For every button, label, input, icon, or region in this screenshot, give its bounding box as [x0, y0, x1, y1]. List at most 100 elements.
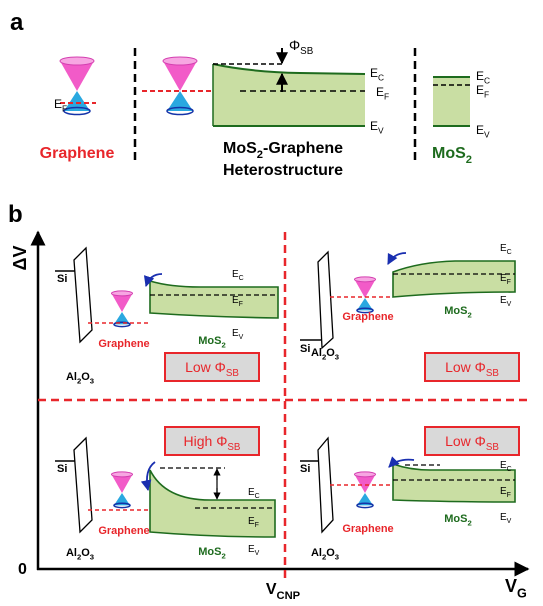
subscript: F	[507, 279, 511, 286]
text-part: Low Φ	[185, 359, 226, 375]
text-part: Al	[311, 347, 322, 359]
text-part: Al	[66, 547, 77, 559]
cone-top	[111, 291, 132, 296]
text-part: V	[505, 576, 517, 596]
subscript: 2	[467, 310, 471, 319]
subscript: C	[239, 275, 244, 282]
subscript: V	[484, 130, 490, 140]
oxide	[74, 248, 92, 342]
subscript: SB	[486, 368, 500, 379]
text-part: Al	[311, 547, 322, 559]
text-part: Low Φ	[445, 359, 486, 375]
mos2-label: MoS2	[198, 335, 226, 349]
subscript: 3	[90, 552, 94, 561]
text-part: E	[476, 69, 484, 83]
energy-label: EV	[370, 119, 384, 136]
material-title: MoS2	[432, 145, 472, 166]
subscript: V	[507, 518, 512, 525]
si-label: Si	[300, 343, 310, 355]
energy-label: EC	[232, 269, 244, 282]
mos2-label: MoS2	[444, 305, 472, 319]
oxide	[318, 252, 333, 348]
subscript: C	[507, 466, 512, 473]
text-part: Φ	[289, 37, 300, 53]
subscript: F	[239, 301, 243, 308]
subscript: F	[255, 522, 259, 529]
text-part: MoS	[198, 546, 221, 558]
band	[393, 261, 515, 297]
axis-label: VCNP	[266, 581, 301, 601]
cone-top	[60, 57, 94, 65]
energy-label: EV	[476, 123, 490, 140]
subscript: V	[239, 334, 244, 341]
graphene-label: Graphene	[342, 311, 393, 323]
subscript: C	[378, 73, 384, 83]
text-part: Low Φ	[445, 433, 486, 449]
axis-label: 0	[18, 561, 27, 578]
text-part: MoS	[444, 305, 467, 317]
oxide	[74, 438, 92, 532]
axis-label: VG	[505, 576, 527, 600]
text-part: -Graphene	[263, 140, 343, 157]
cone-top	[354, 277, 375, 282]
energy-label: EC	[248, 487, 260, 500]
subscript: F	[62, 104, 67, 114]
subscript: SB	[227, 442, 241, 453]
text-part: V	[266, 581, 277, 598]
text-part: MoS	[223, 140, 257, 157]
si-label: Si	[57, 463, 67, 475]
subscript: 3	[90, 376, 94, 385]
energy-label: EC	[500, 243, 512, 256]
graphene-label: Graphene	[98, 525, 149, 537]
electron-arrow	[388, 253, 406, 264]
energy-label: EV	[500, 512, 512, 525]
subscript: C	[507, 249, 512, 256]
graphene-label: Graphene	[98, 338, 149, 350]
si-label: Si	[300, 463, 310, 475]
cone-top	[163, 57, 197, 65]
subscript: C	[255, 493, 260, 500]
subscript: 2	[221, 551, 225, 560]
energy-label: EC	[370, 66, 384, 83]
text-part: E	[376, 85, 384, 99]
subscript: 2	[221, 340, 225, 349]
text-part: E	[476, 83, 484, 97]
axis-label: ΔV	[10, 246, 30, 271]
subscript: CNP	[277, 590, 301, 601]
oxide-label: Al2O3	[66, 547, 94, 561]
text-part: E	[370, 119, 378, 133]
subscript: F	[507, 492, 511, 499]
oxide-label: Al2O3	[66, 371, 94, 385]
subscript: SB	[300, 46, 314, 57]
cone-top	[111, 472, 132, 477]
subscript: SB	[226, 368, 240, 379]
subscript: SB	[486, 442, 500, 453]
energy-label: EF	[376, 85, 389, 102]
material-title: Graphene	[40, 145, 115, 162]
graphene-label: Graphene	[342, 523, 393, 535]
text-part: E	[370, 66, 378, 80]
subscript: F	[384, 92, 389, 102]
text-part: MoS	[444, 513, 467, 525]
subscript: F	[484, 90, 489, 100]
barrier-label: ΦSB	[289, 37, 314, 57]
subscript: G	[517, 586, 527, 600]
subscript: V	[378, 126, 384, 136]
subscript: V	[507, 301, 512, 308]
energy-label: EV	[232, 328, 244, 341]
si-label: Si	[57, 273, 67, 285]
text-part: Al	[66, 371, 77, 383]
text-part: High Φ	[184, 433, 228, 449]
cone-top	[354, 472, 375, 477]
material-title: MoS2-Graphene	[223, 140, 343, 161]
subscript: C	[484, 76, 490, 86]
subscript: 2	[466, 154, 472, 166]
subscript: 3	[335, 552, 339, 561]
energy-label: EV	[248, 544, 260, 557]
text-part: E	[54, 97, 62, 111]
text-part: MoS	[198, 335, 221, 347]
band	[393, 464, 515, 502]
text-part: MoS	[432, 145, 466, 162]
oxide-label: Al2O3	[311, 547, 339, 561]
panel-label: a	[10, 9, 24, 36]
